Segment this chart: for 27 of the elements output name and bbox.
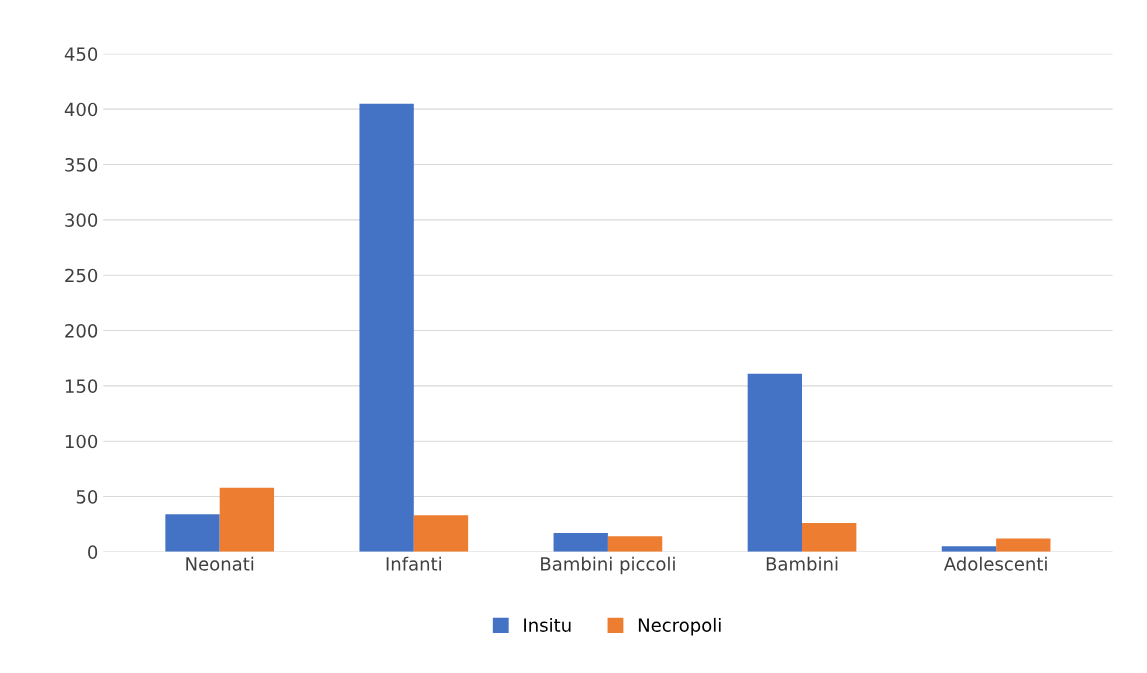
bar bbox=[165, 514, 220, 552]
y-tick-label: 450 bbox=[64, 47, 98, 61]
bar bbox=[996, 538, 1051, 552]
bar bbox=[219, 487, 275, 552]
bar bbox=[359, 103, 414, 552]
y-tick-label: 0 bbox=[88, 545, 98, 559]
legend-label: Necropoli bbox=[638, 617, 721, 636]
bar bbox=[802, 523, 857, 552]
y-tick-label: 400 bbox=[64, 102, 98, 117]
bar bbox=[553, 533, 608, 552]
x-tick-label: Infanti bbox=[386, 556, 441, 571]
bar bbox=[747, 373, 803, 552]
bar bbox=[941, 546, 997, 552]
y-tick-label: 100 bbox=[65, 434, 98, 449]
x-tick-label: Adolescenti bbox=[943, 556, 1047, 571]
x-tick-label: Neonati bbox=[186, 556, 254, 571]
bar bbox=[413, 515, 469, 552]
bar bbox=[607, 536, 663, 552]
x-tick-label: Bambini piccoli bbox=[541, 556, 675, 575]
y-tick-label: 300 bbox=[65, 213, 98, 227]
legend-label: Insitu bbox=[524, 617, 571, 632]
y-tick-label: 250 bbox=[65, 268, 98, 283]
y-tick-label: 150 bbox=[65, 379, 98, 393]
y-tick-label: 200 bbox=[65, 323, 98, 338]
x-tick-label: Bambini bbox=[766, 556, 838, 571]
y-tick-label: 350 bbox=[65, 157, 98, 172]
y-tick-label: 50 bbox=[76, 489, 98, 504]
